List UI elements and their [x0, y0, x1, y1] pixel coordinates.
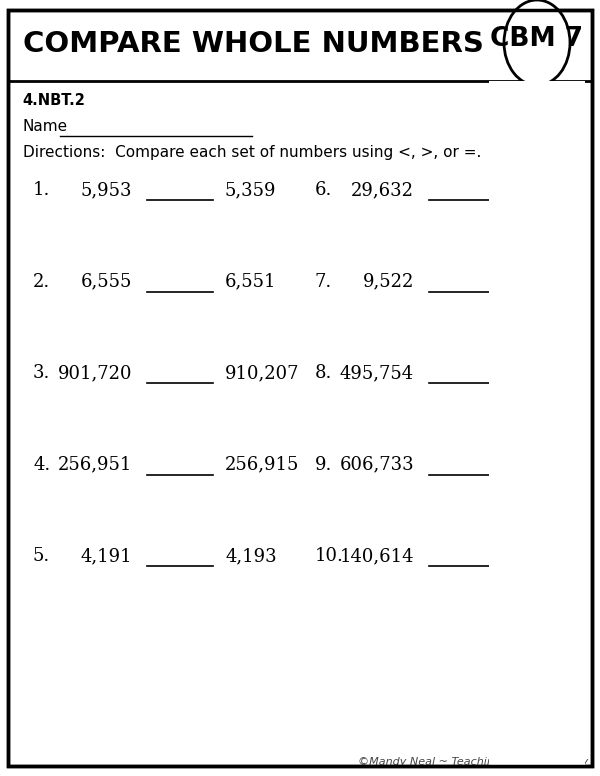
Text: COMPARE WHOLE NUMBERS: COMPARE WHOLE NUMBERS: [23, 30, 484, 58]
Text: 4.: 4.: [33, 456, 50, 474]
Text: 256,951: 256,951: [58, 456, 132, 474]
Text: 9.: 9.: [315, 456, 332, 474]
Text: 495,754: 495,754: [340, 364, 414, 383]
Text: 4,191: 4,191: [80, 547, 132, 566]
Text: 901,720: 901,720: [58, 364, 132, 383]
Text: 1.: 1.: [33, 181, 50, 199]
Text: 5.: 5.: [33, 547, 50, 566]
Text: 2.: 2.: [33, 272, 50, 291]
Text: 140,614: 140,614: [340, 547, 414, 566]
Text: 9,522: 9,522: [507, 272, 559, 291]
Text: 495,749: 495,749: [507, 364, 581, 383]
Text: 29,632: 29,632: [351, 181, 414, 199]
FancyBboxPatch shape: [8, 10, 592, 766]
Circle shape: [504, 0, 570, 85]
Text: 6.: 6.: [315, 181, 332, 199]
Text: 5,953: 5,953: [80, 181, 132, 199]
Text: Name: Name: [23, 119, 68, 134]
Text: 4,193: 4,193: [225, 547, 277, 566]
Text: 910,207: 910,207: [225, 364, 299, 383]
Text: 7.: 7.: [315, 272, 332, 291]
Text: 62,932: 62,932: [507, 181, 570, 199]
Text: 606,733: 606,733: [340, 456, 414, 474]
Text: 10.: 10.: [315, 547, 344, 566]
Text: 5,359: 5,359: [225, 181, 277, 199]
Text: Directions:  Compare each set of numbers using <, >, or =.: Directions: Compare each set of numbers …: [23, 145, 481, 161]
Text: 6,551: 6,551: [225, 272, 277, 291]
Text: 3.: 3.: [33, 364, 50, 383]
Text: 256,915: 256,915: [225, 456, 299, 474]
Text: 8.: 8.: [315, 364, 332, 383]
Text: ©Mandy Neal ~ Teaching With Simplicity: ©Mandy Neal ~ Teaching With Simplicity: [358, 757, 588, 767]
Text: 676,330: 676,330: [507, 456, 581, 474]
Text: CBM 7: CBM 7: [490, 26, 584, 52]
Text: 41,614: 41,614: [507, 547, 570, 566]
Text: 6,555: 6,555: [80, 272, 132, 291]
Text: 9,522: 9,522: [362, 272, 414, 291]
FancyBboxPatch shape: [489, 81, 585, 766]
Text: 4.NBT.2: 4.NBT.2: [23, 93, 86, 109]
